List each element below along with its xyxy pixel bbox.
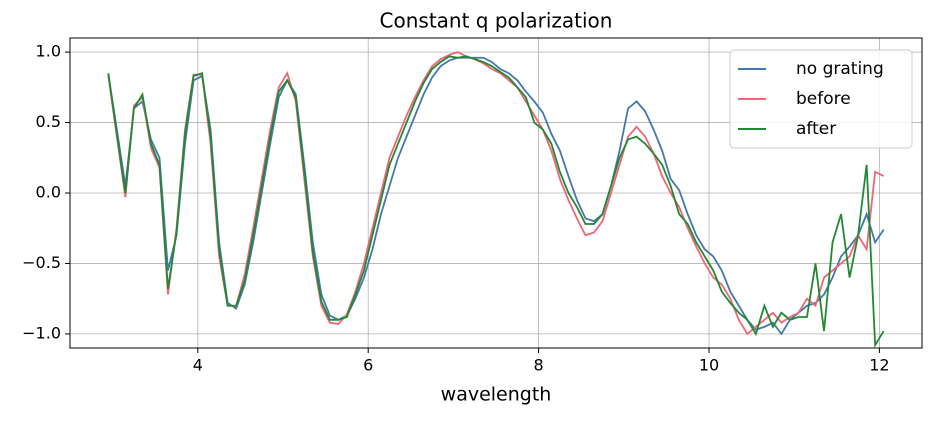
chart-title: Constant q polarization [380, 9, 613, 33]
x-tick-label: 8 [534, 356, 544, 375]
legend-label: no grating [796, 59, 884, 79]
x-tick-label: 12 [869, 356, 889, 375]
legend-label: before [796, 89, 851, 109]
plot-frame [69, 37, 923, 349]
x-tick-label: 6 [363, 356, 373, 375]
y-tick-label: −1.0 [22, 323, 61, 342]
x-axis-label: wavelength [441, 384, 552, 406]
y-tick-label: 1.0 [36, 42, 61, 61]
legend-box [729, 49, 913, 149]
y-tick-label: −0.5 [22, 253, 61, 272]
legend-label: after [796, 119, 836, 139]
y-tick-label: 0.5 [36, 112, 61, 131]
x-tick-label: 4 [193, 356, 203, 375]
y-tick-label: 0.0 [36, 183, 61, 202]
line-series [107, 55, 885, 349]
x-tick-label: 10 [699, 356, 719, 375]
